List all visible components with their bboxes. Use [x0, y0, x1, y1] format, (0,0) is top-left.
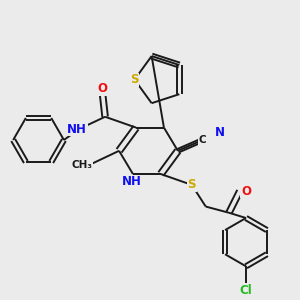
- Text: N: N: [215, 126, 225, 139]
- Text: NH: NH: [122, 175, 141, 188]
- Text: O: O: [97, 82, 107, 95]
- Text: O: O: [241, 184, 251, 198]
- Text: Cl: Cl: [240, 284, 252, 297]
- Text: C: C: [199, 135, 206, 145]
- Text: NH: NH: [67, 123, 87, 136]
- Text: CH₃: CH₃: [71, 160, 92, 170]
- Text: S: S: [130, 73, 139, 86]
- Text: S: S: [188, 178, 196, 191]
